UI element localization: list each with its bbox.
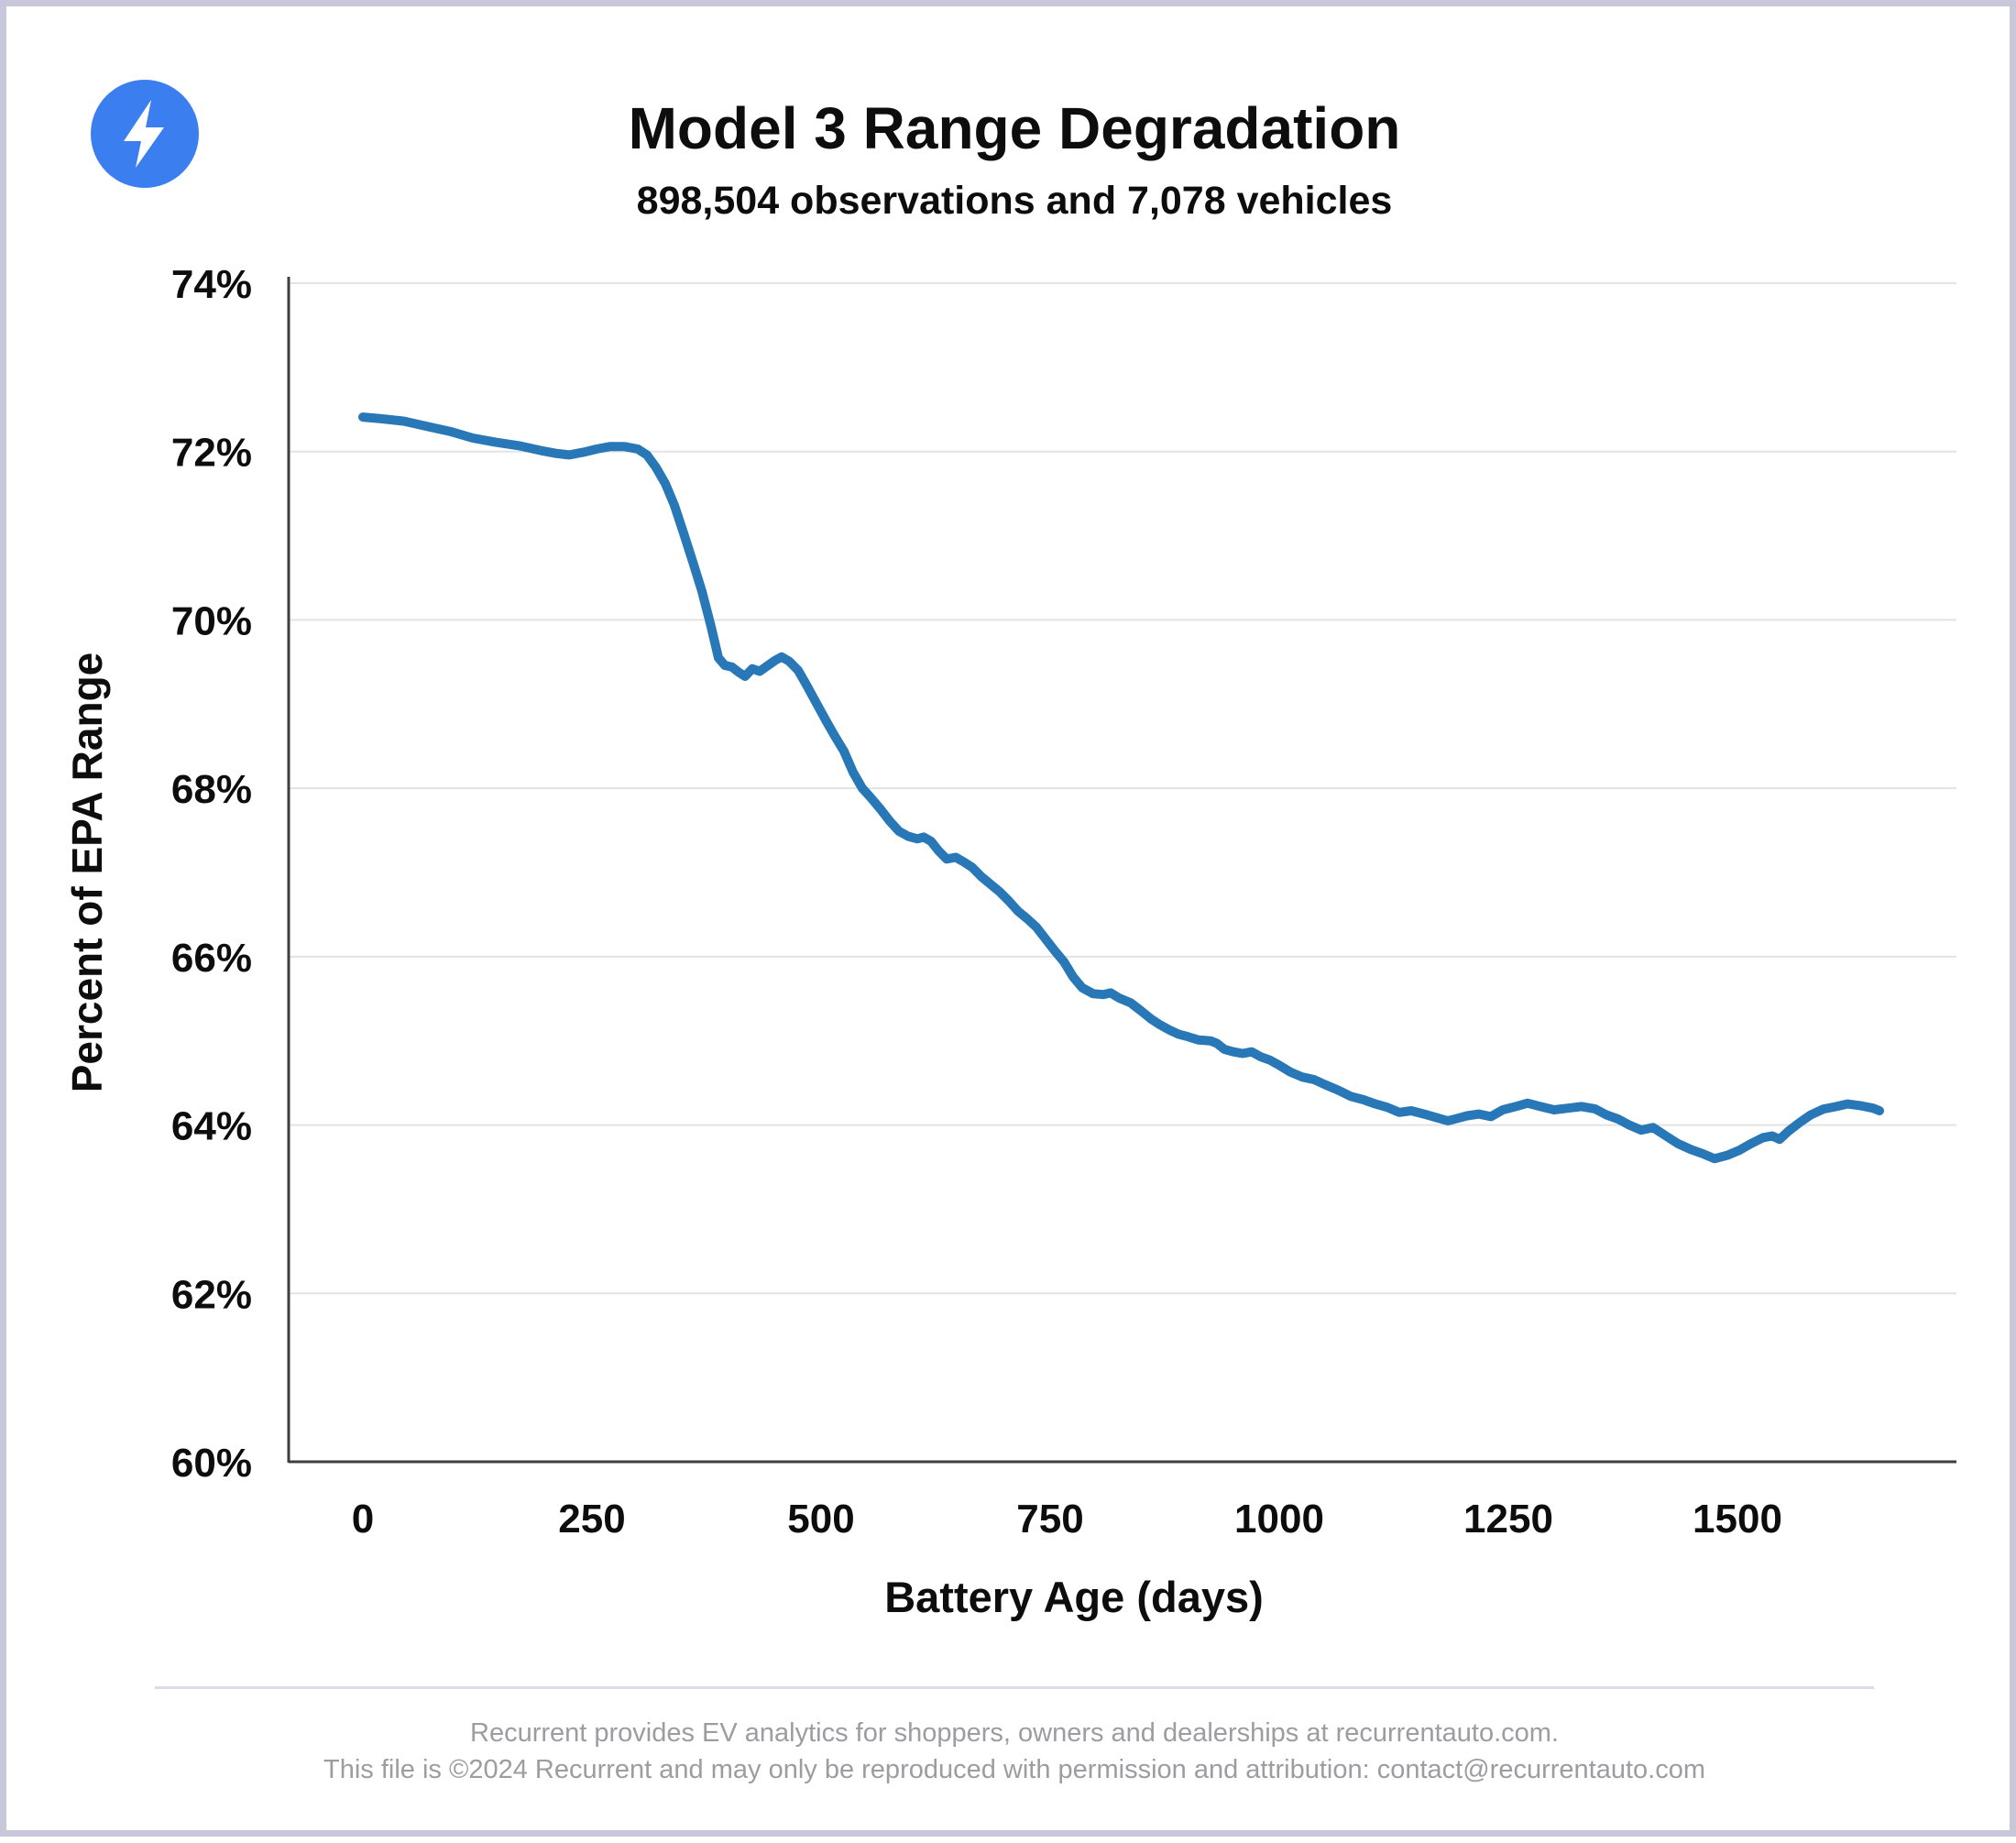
footer-line-1: Recurrent provides EV analytics for shop… <box>470 1718 1559 1748</box>
y-tick-label: 62% <box>171 1272 252 1317</box>
y-tick-label: 70% <box>171 598 252 643</box>
page-title: Model 3 Range Degradation <box>628 95 1401 161</box>
y-tick-label: 66% <box>171 936 252 981</box>
x-tick-label: 500 <box>787 1497 854 1541</box>
y-tick-label: 68% <box>171 767 252 812</box>
recurrent-logo <box>91 80 199 188</box>
y-tick-label: 60% <box>171 1441 252 1486</box>
x-tick-label: 750 <box>1016 1497 1083 1541</box>
lightning-bolt-icon <box>124 100 164 168</box>
y-tick-label: 72% <box>171 431 252 476</box>
y-axis-title: Percent of EPA Range <box>63 652 111 1093</box>
footer-line-2: This file is ©2024 Recurrent and may onl… <box>323 1755 1705 1784</box>
trend-line <box>358 412 1884 1164</box>
footer: Recurrent provides EV analytics for shop… <box>6 1715 2016 1788</box>
footer-divider <box>155 1686 1874 1689</box>
degradation-chart: 60% 62% 64% 66% 68% 70% 72% 74% 0 250 500 750 1000 12… <box>171 262 1956 1541</box>
x-tick-label: 0 <box>352 1497 374 1541</box>
x-tick-label: 1000 <box>1234 1497 1324 1541</box>
x-axis-title: Battery Age (days) <box>884 1573 1264 1621</box>
y-tick-label: 64% <box>171 1104 252 1149</box>
y-tick-label: 74% <box>171 262 252 307</box>
x-tick-label: 1250 <box>1463 1497 1553 1541</box>
x-tick-label: 1500 <box>1693 1497 1782 1541</box>
page-subtitle: 898,504 observations and 7,078 vehicles <box>636 179 1393 223</box>
x-tick-label: 250 <box>558 1497 625 1541</box>
